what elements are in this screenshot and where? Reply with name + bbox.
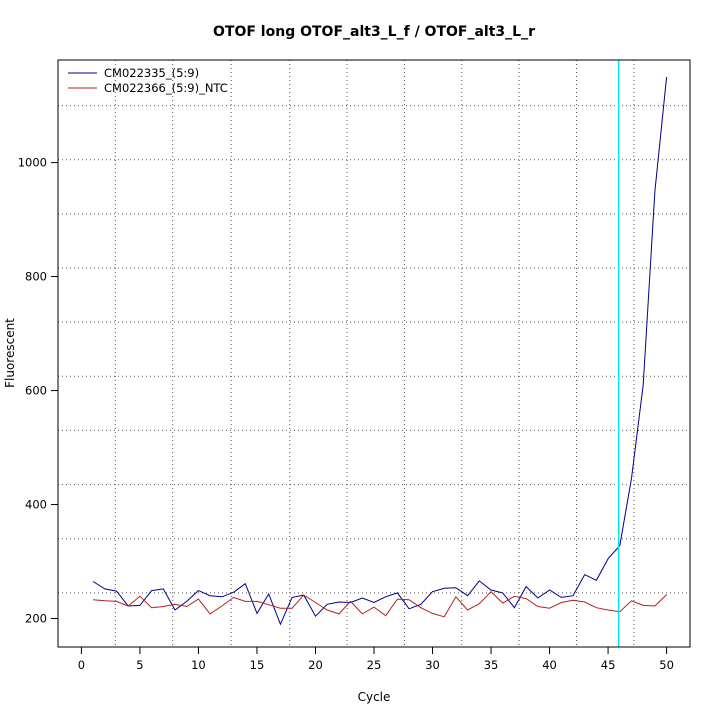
- series-line-1: [92, 77, 668, 626]
- legend-label-2: CM022366_(5:9)_NTC: [104, 81, 228, 95]
- x-tick-label: 20: [308, 658, 323, 672]
- series-lines: [92, 77, 668, 626]
- plot-frame: [57, 59, 691, 648]
- y-axis-label: Fluorescent: [3, 318, 17, 388]
- x-tick-label: 10: [191, 658, 206, 672]
- x-tick-label: 35: [484, 658, 499, 672]
- series-line-2: [93, 590, 667, 618]
- y-tick-label: 1000: [18, 156, 47, 170]
- x-tick-label: 0: [78, 658, 85, 672]
- x-tick-label: 50: [659, 658, 674, 672]
- chart-title: OTOF long OTOF_alt3_L_f / OTOF_alt3_L_r: [213, 24, 535, 40]
- y-tick-label: 800: [25, 270, 47, 284]
- x-tick-label: 25: [367, 658, 382, 672]
- y-axis: 200 400 600 800 1000: [18, 156, 59, 626]
- x-tick-label: 15: [250, 658, 265, 672]
- legend: CM022335_(5:9)CM022366_(5:9)_NTC: [68, 66, 228, 95]
- x-tick-label: 40: [542, 658, 557, 672]
- x-axis-label: Cycle: [358, 690, 391, 704]
- x-axis: 0 5 10 15 20 25 30 35 40 45 50: [78, 646, 674, 672]
- x-tick-label: 45: [601, 658, 616, 672]
- x-tick-label: 30: [425, 658, 440, 672]
- x-tick-label: 5: [136, 658, 143, 672]
- y-tick-label: 600: [25, 384, 47, 398]
- y-tick-label: 200: [25, 612, 47, 626]
- y-tick-label: 400: [25, 498, 47, 512]
- grid-lines: [58, 60, 690, 647]
- legend-label-1: CM022335_(5:9): [104, 66, 199, 80]
